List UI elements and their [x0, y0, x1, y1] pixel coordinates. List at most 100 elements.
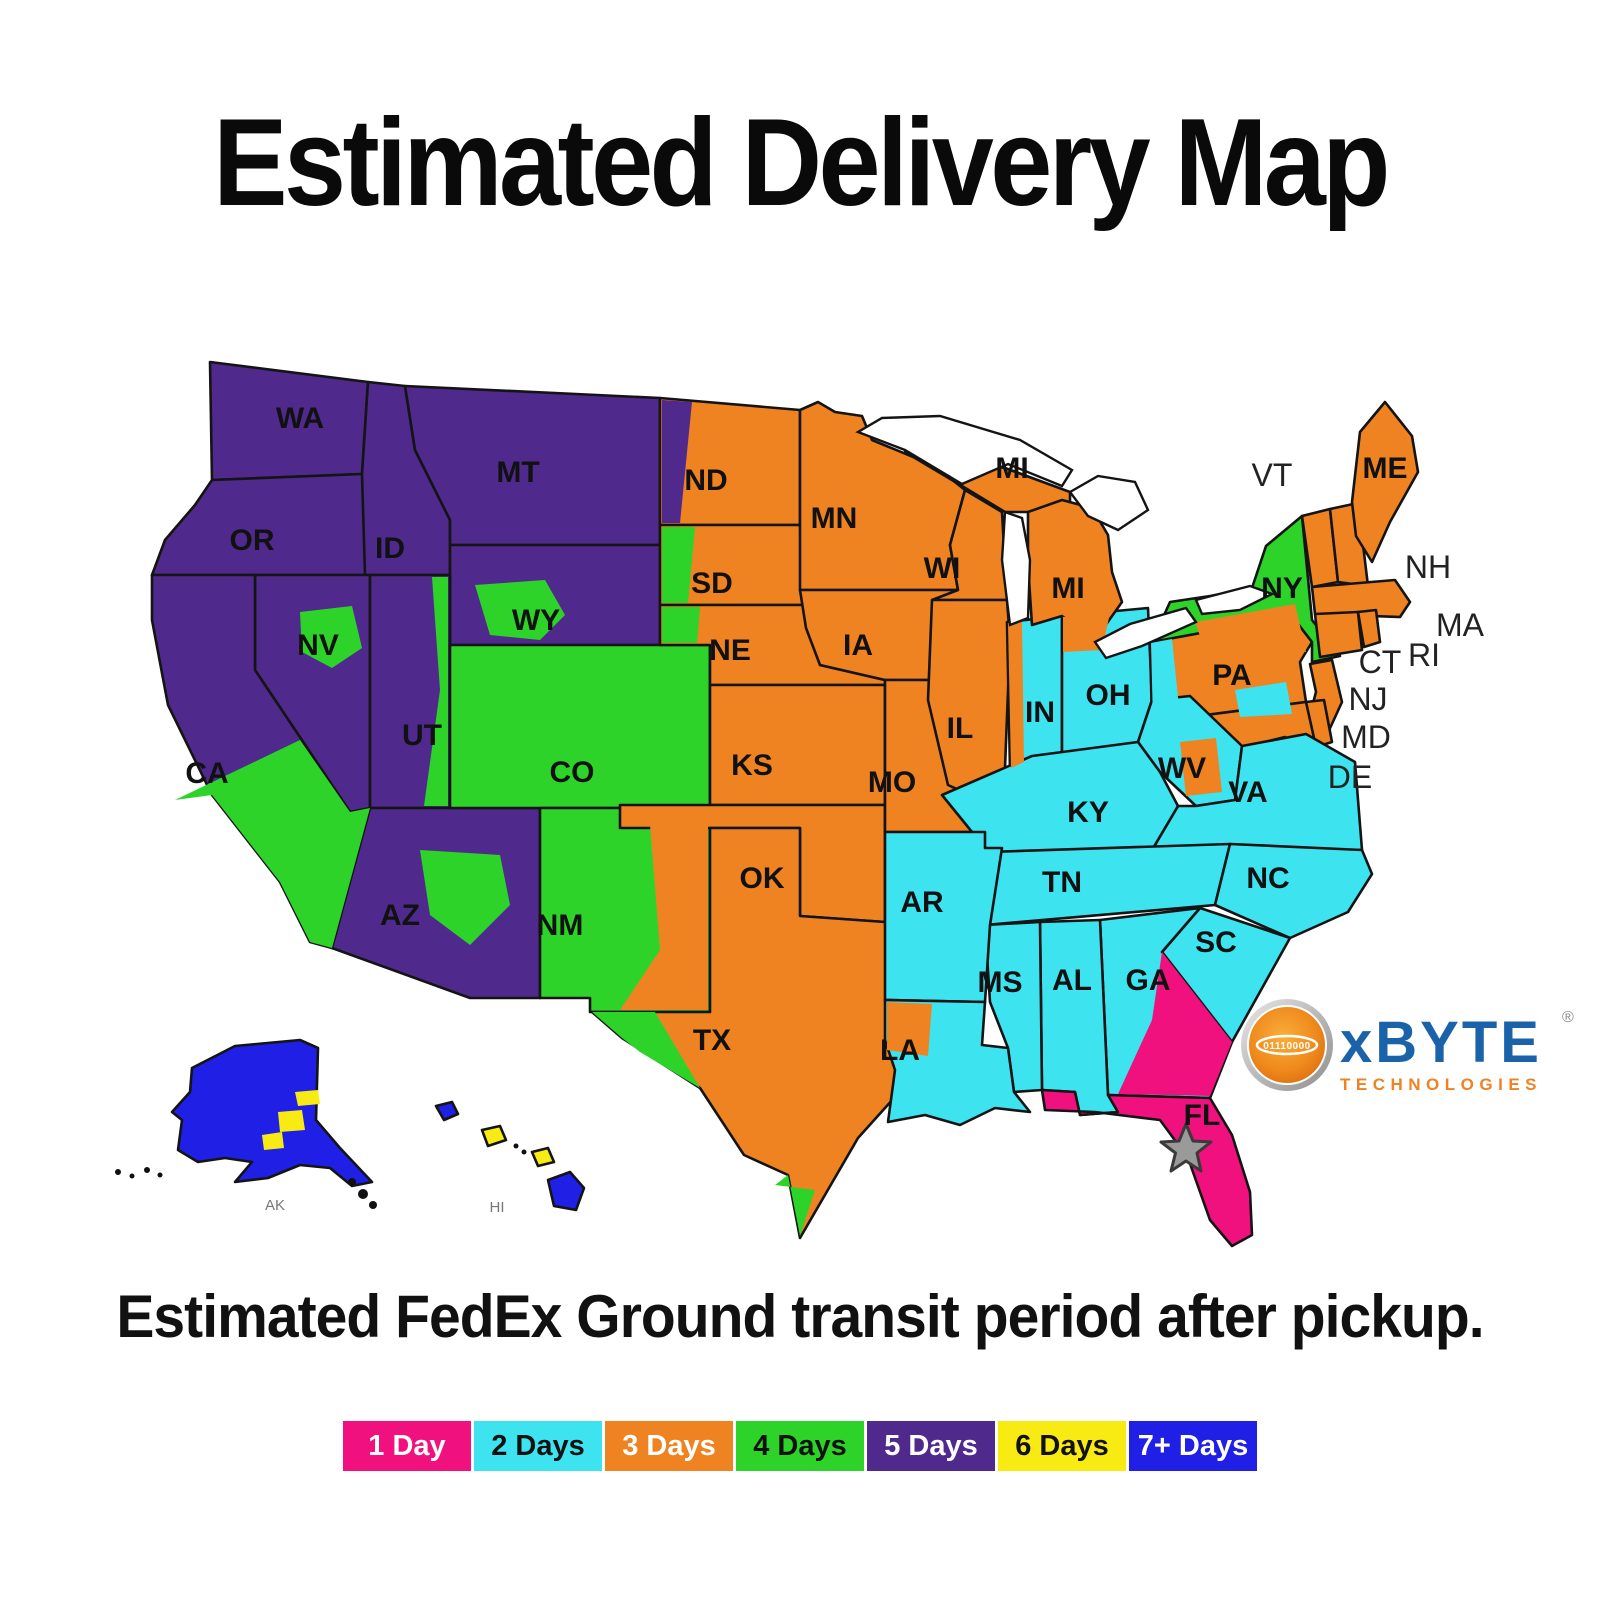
state-label-AZ: AZ	[380, 899, 420, 932]
island-HI-4	[546, 1170, 586, 1212]
state-label-ID: ID	[375, 532, 405, 565]
patch-NY-south	[1195, 604, 1306, 652]
state-label-ME: ME	[1363, 452, 1408, 485]
patch-NM-east	[620, 825, 708, 1010]
state-label-ND: ND	[684, 464, 727, 497]
state-label-MT: MT	[496, 456, 539, 489]
state-label-DE: DE	[1328, 759, 1372, 795]
state-label-MA: MA	[1436, 607, 1485, 643]
aleutian-islet	[144, 1167, 150, 1173]
lake-erie	[1093, 606, 1198, 660]
state-label-PA: PA	[1212, 659, 1251, 692]
state-VA	[1150, 732, 1364, 852]
state-label-VA: VA	[1228, 776, 1267, 809]
state-label-NV: NV	[297, 629, 339, 662]
patch-ND-west	[662, 400, 692, 523]
patch-AZ	[420, 850, 510, 945]
ak-panhandle-islet	[358, 1189, 368, 1199]
lake-ontario	[1194, 584, 1276, 616]
legend: 1 Day 2 Days 3 Days 4 Days 5 Days 6 Days 7+ Da…	[343, 1421, 1257, 1471]
state-label-WV: WV	[1158, 752, 1206, 785]
patch-NE-west	[662, 607, 700, 643]
patch-TX-west	[592, 1012, 700, 1088]
patch-IN-west	[1008, 621, 1024, 768]
legend-item-1: 1 Day	[343, 1421, 471, 1471]
hi-islet	[513, 1143, 519, 1149]
legend-item-4: 4 Days	[736, 1421, 864, 1471]
patch-WY	[475, 580, 565, 640]
state-label-FL: FL	[1184, 1099, 1221, 1132]
patch-UT	[424, 577, 448, 806]
state-label-VT: VT	[1252, 457, 1293, 493]
state-label-SD: SD	[691, 567, 733, 600]
patch-LA-nw	[887, 1002, 932, 1056]
state-RI	[1356, 608, 1382, 649]
logo-globe-icon	[1247, 1005, 1327, 1085]
state-label-MIUP: MI	[995, 452, 1028, 485]
state-ME	[1350, 400, 1420, 564]
lake-huron	[1068, 474, 1150, 532]
origin-star-icon	[1159, 1122, 1213, 1173]
state-label-WA: WA	[276, 402, 324, 435]
state-label-NM: NM	[537, 909, 584, 942]
state-label-NE: NE	[709, 634, 751, 667]
state-label-TN: TN	[1042, 866, 1082, 899]
state-label-OR: OR	[230, 524, 275, 557]
lake-michigan	[1000, 510, 1032, 627]
state-labels: WA OR CA NV ID MT WY UT AZ CO NM ND SD NE KS OK TX MN IA MO…	[185, 402, 1484, 1216]
state-label-AK: AK	[265, 1197, 285, 1214]
state-label-MN: MN	[811, 502, 858, 535]
state-DE	[1304, 698, 1334, 749]
state-label-IL: IL	[947, 712, 974, 745]
state-label-NJ: NJ	[1348, 681, 1387, 717]
logo-sub-wordmark: TECHNOLOGIES	[1340, 1075, 1542, 1094]
state-label-NH: NH	[1405, 549, 1451, 585]
state-label-SC: SC	[1195, 926, 1237, 959]
page-title: Estimated Delivery Map	[213, 94, 1390, 232]
island-HI-2	[480, 1124, 508, 1148]
state-label-AL: AL	[1052, 964, 1092, 997]
state-label-LA: LA	[880, 1034, 920, 1067]
state-label-AR: AR	[900, 886, 944, 919]
lakes-layer	[855, 414, 1276, 660]
legend-item-6: 6 Days	[998, 1421, 1126, 1471]
state-FL	[1040, 1088, 1254, 1248]
state-KS	[708, 683, 887, 807]
ak-panhandle-islet	[369, 1201, 377, 1209]
state-label-KS: KS	[731, 749, 773, 782]
state-label-CT: CT	[1359, 644, 1402, 680]
state-NC	[1213, 842, 1374, 940]
state-label-MO: MO	[868, 766, 916, 799]
legend-item-3: 3 Days	[605, 1421, 733, 1471]
aleutian-islet	[157, 1172, 163, 1178]
state-label-MS: MS	[978, 966, 1023, 999]
state-label-KY: KY	[1067, 796, 1109, 829]
logo-binary-text: 01110000	[1263, 1041, 1310, 1052]
patch-PA-west	[1151, 639, 1180, 721]
island-HI-3	[530, 1146, 556, 1168]
map-caption: Estimated FedEx Ground transit period af…	[116, 1283, 1484, 1350]
patch-CA-south	[175, 740, 370, 948]
state-label-GA: GA	[1126, 964, 1171, 997]
state-label-HI: HI	[490, 1199, 505, 1216]
legend-item-5: 5 Days	[867, 1421, 995, 1471]
aleutian-islet	[129, 1173, 135, 1179]
state-MI-lower	[1026, 498, 1124, 642]
state-label-IA: IA	[843, 629, 873, 662]
patches-layer	[175, 400, 1306, 1236]
logo-band	[1255, 1034, 1319, 1056]
hi-islet	[521, 1149, 527, 1155]
patch-GA-se	[1118, 952, 1232, 1096]
patch-AK-3	[262, 1132, 284, 1150]
island-HI-1	[434, 1100, 460, 1122]
patch-AK-1	[295, 1090, 320, 1106]
ak-panhandle-islet	[348, 1178, 356, 1186]
state-MA	[1310, 578, 1412, 619]
state-label-CA: CA	[185, 757, 228, 790]
xbyte-logo: 01110000 xBYTE ® TECHNOLOGIES	[1241, 999, 1574, 1094]
patch-WV-center	[1180, 738, 1222, 796]
state-label-NC: NC	[1246, 862, 1289, 895]
state-label-MILP: MI	[1051, 572, 1084, 605]
state-label-OH: OH	[1086, 679, 1131, 712]
